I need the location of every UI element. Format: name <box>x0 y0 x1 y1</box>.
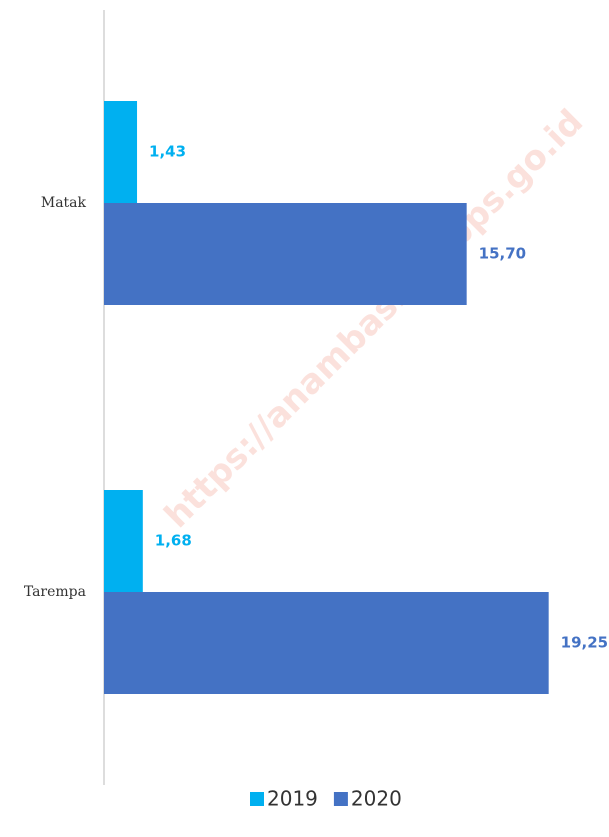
legend-swatch <box>250 792 264 806</box>
value-label: 19,25 <box>561 634 608 652</box>
bar <box>104 101 138 203</box>
legend-label: 2019 <box>267 787 318 811</box>
watermark: https://anambaskab.bps.go.id <box>157 102 591 536</box>
value-label: 1,68 <box>155 532 192 550</box>
category-label: Matak <box>41 195 87 211</box>
legend-swatch <box>333 792 348 806</box>
legend-label: 2020 <box>351 787 402 811</box>
value-label: 1,43 <box>149 143 186 161</box>
category-label: Tarempa <box>24 584 86 600</box>
bar <box>104 203 467 305</box>
bar <box>104 592 549 694</box>
value-label: 15,70 <box>479 245 526 263</box>
bar <box>104 490 143 592</box>
